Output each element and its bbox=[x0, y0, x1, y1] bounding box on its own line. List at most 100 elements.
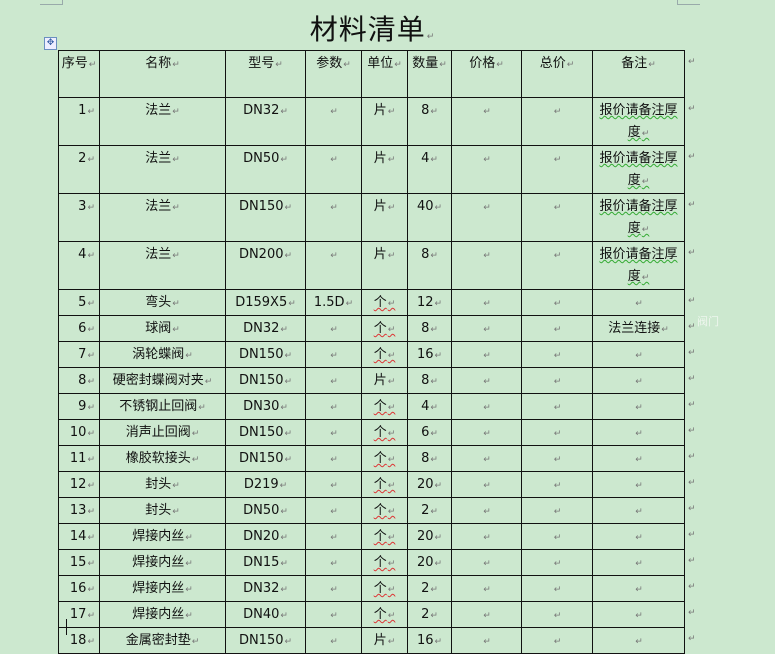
cell-param[interactable] bbox=[305, 497, 362, 524]
cell-unit[interactable]: 个 bbox=[361, 549, 408, 576]
cell-price[interactable] bbox=[451, 471, 522, 498]
cell-qty[interactable]: 2 bbox=[407, 601, 452, 628]
cell-unit[interactable]: 个 bbox=[361, 341, 408, 368]
cell-seq[interactable]: 序号 bbox=[58, 50, 100, 98]
cell-name[interactable]: 焊接内丝 bbox=[99, 523, 226, 550]
cell-model[interactable]: DN50 bbox=[225, 497, 306, 524]
cell-remark[interactable] bbox=[592, 601, 685, 628]
cell-remark[interactable] bbox=[592, 549, 685, 576]
cell-name[interactable]: 焊接内丝 bbox=[99, 575, 226, 602]
cell-name[interactable]: 法兰 bbox=[99, 241, 226, 290]
cell-remark[interactable] bbox=[592, 627, 685, 654]
cell-model[interactable]: DN150 bbox=[225, 367, 306, 394]
cell-total[interactable] bbox=[521, 575, 593, 602]
cell-param[interactable] bbox=[305, 419, 362, 446]
cell-name[interactable]: 焊接内丝 bbox=[99, 549, 226, 576]
cell-unit[interactable]: 个 bbox=[361, 445, 408, 472]
cell-name[interactable]: 球阀 bbox=[99, 315, 226, 342]
cell-remark[interactable]: 报价请备注厚度 bbox=[592, 97, 685, 146]
cell-total[interactable] bbox=[521, 145, 593, 194]
cell-qty[interactable]: 4 bbox=[407, 145, 452, 194]
cell-model[interactable]: DN150 bbox=[225, 419, 306, 446]
cell-seq[interactable]: 7 bbox=[58, 341, 100, 368]
cell-model[interactable]: DN32 bbox=[225, 97, 306, 146]
cell-seq[interactable]: 9 bbox=[58, 393, 100, 420]
cell-remark[interactable] bbox=[592, 445, 685, 472]
cell-name[interactable]: 硬密封蝶阀对夹 bbox=[99, 367, 226, 394]
cell-price[interactable] bbox=[451, 393, 522, 420]
cell-total[interactable] bbox=[521, 601, 593, 628]
cell-qty[interactable]: 8 bbox=[407, 315, 452, 342]
cell-unit[interactable]: 片 bbox=[361, 145, 408, 194]
cell-qty[interactable]: 4 bbox=[407, 393, 452, 420]
cell-model[interactable]: DN150 bbox=[225, 627, 306, 654]
cell-unit[interactable]: 个 bbox=[361, 393, 408, 420]
cell-param[interactable]: 参数 bbox=[305, 50, 362, 98]
cell-model[interactable]: D159X5 bbox=[225, 289, 306, 316]
cell-qty[interactable]: 8 bbox=[407, 445, 452, 472]
cell-unit[interactable]: 个 bbox=[361, 289, 408, 316]
cell-seq[interactable]: 13 bbox=[58, 497, 100, 524]
cell-unit[interactable]: 片 bbox=[361, 193, 408, 242]
cell-price[interactable] bbox=[451, 549, 522, 576]
cell-remark[interactable] bbox=[592, 523, 685, 550]
cell-price[interactable] bbox=[451, 523, 522, 550]
cell-qty[interactable]: 数量 bbox=[407, 50, 452, 98]
cell-total[interactable]: 总价 bbox=[521, 50, 593, 98]
cell-qty[interactable]: 8 bbox=[407, 367, 452, 394]
cell-name[interactable]: 封头 bbox=[99, 497, 226, 524]
cell-param[interactable] bbox=[305, 523, 362, 550]
cell-param[interactable] bbox=[305, 445, 362, 472]
cell-unit[interactable]: 单位 bbox=[361, 50, 408, 98]
cell-total[interactable] bbox=[521, 241, 593, 290]
cell-name[interactable]: 金属密封垫 bbox=[99, 627, 226, 654]
cell-qty[interactable]: 6 bbox=[407, 419, 452, 446]
cell-seq[interactable]: 5 bbox=[58, 289, 100, 316]
cell-price[interactable] bbox=[451, 445, 522, 472]
cell-unit[interactable]: 个 bbox=[361, 575, 408, 602]
cell-name[interactable]: 法兰 bbox=[99, 97, 226, 146]
cell-model[interactable]: DN40 bbox=[225, 601, 306, 628]
cell-remark[interactable]: 备注 bbox=[592, 50, 685, 98]
cell-remark[interactable]: 报价请备注厚度 bbox=[592, 193, 685, 242]
cell-qty[interactable]: 16 bbox=[407, 341, 452, 368]
cell-total[interactable] bbox=[521, 419, 593, 446]
cell-price[interactable] bbox=[451, 193, 522, 242]
cell-price[interactable] bbox=[451, 315, 522, 342]
cell-seq[interactable]: 4 bbox=[58, 241, 100, 290]
cell-price[interactable] bbox=[451, 241, 522, 290]
cell-name[interactable]: 涡轮蝶阀 bbox=[99, 341, 226, 368]
cell-total[interactable] bbox=[521, 523, 593, 550]
cell-param[interactable] bbox=[305, 601, 362, 628]
cell-remark[interactable] bbox=[592, 471, 685, 498]
cell-param[interactable] bbox=[305, 549, 362, 576]
cell-remark[interactable]: 法兰连接 bbox=[592, 315, 685, 342]
cell-unit[interactable]: 片 bbox=[361, 627, 408, 654]
cell-price[interactable] bbox=[451, 341, 522, 368]
cell-param[interactable]: 1.5D bbox=[305, 289, 362, 316]
cell-total[interactable] bbox=[521, 549, 593, 576]
cell-seq[interactable]: 11 bbox=[58, 445, 100, 472]
cell-total[interactable] bbox=[521, 97, 593, 146]
cell-total[interactable] bbox=[521, 445, 593, 472]
cell-qty[interactable]: 20 bbox=[407, 549, 452, 576]
cell-qty[interactable]: 12 bbox=[407, 289, 452, 316]
cell-qty[interactable]: 16 bbox=[407, 627, 452, 654]
cell-qty[interactable]: 2 bbox=[407, 575, 452, 602]
cell-model[interactable]: DN200 bbox=[225, 241, 306, 290]
cell-name[interactable]: 法兰 bbox=[99, 193, 226, 242]
cell-remark[interactable]: 报价请备注厚度 bbox=[592, 145, 685, 194]
cell-remark[interactable] bbox=[592, 419, 685, 446]
cell-price[interactable] bbox=[451, 367, 522, 394]
cell-seq[interactable]: 17 bbox=[58, 601, 100, 628]
cell-param[interactable] bbox=[305, 627, 362, 654]
cell-total[interactable] bbox=[521, 289, 593, 316]
cell-price[interactable] bbox=[451, 575, 522, 602]
cell-model[interactable]: DN32 bbox=[225, 315, 306, 342]
cell-param[interactable] bbox=[305, 367, 362, 394]
cell-price[interactable] bbox=[451, 601, 522, 628]
cell-seq[interactable]: 8 bbox=[58, 367, 100, 394]
cell-model[interactable]: DN20 bbox=[225, 523, 306, 550]
cell-seq[interactable]: 18 bbox=[58, 627, 100, 654]
cell-param[interactable] bbox=[305, 145, 362, 194]
